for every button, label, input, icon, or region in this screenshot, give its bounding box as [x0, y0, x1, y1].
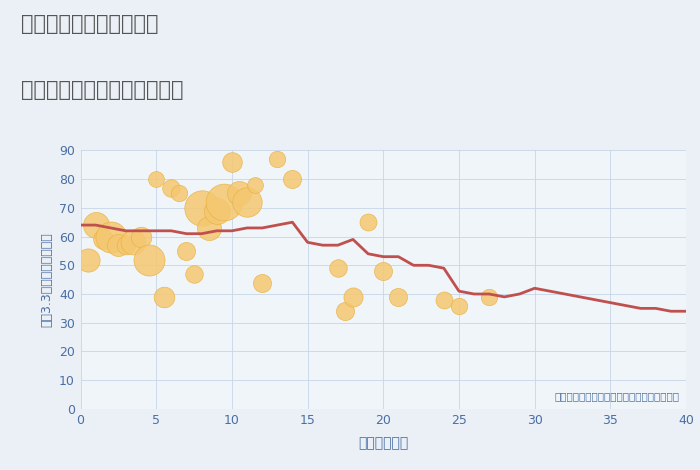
Point: [340, 307, 351, 315]
Point: [113, 242, 124, 249]
X-axis label: 築年数（年）: 築年数（年）: [358, 436, 408, 450]
Y-axis label: 坪（3.3㎡）単価（万円）: 坪（3.3㎡）単価（万円）: [41, 232, 53, 327]
Point: [196, 204, 207, 212]
Point: [90, 221, 101, 229]
Point: [97, 235, 108, 243]
Point: [347, 293, 358, 301]
Point: [218, 198, 230, 206]
Point: [226, 158, 237, 165]
Point: [166, 184, 177, 191]
Point: [378, 267, 389, 275]
Point: [454, 302, 465, 309]
Point: [287, 175, 298, 183]
Text: 円の大きさは、取引のあった物件面積を示す: 円の大きさは、取引のあった物件面積を示す: [555, 391, 680, 401]
Point: [158, 293, 169, 301]
Point: [143, 256, 154, 263]
Point: [211, 207, 223, 214]
Point: [484, 293, 495, 301]
Point: [204, 224, 215, 232]
Point: [256, 279, 267, 286]
Point: [83, 256, 94, 263]
Point: [181, 247, 192, 255]
Point: [438, 296, 449, 304]
Point: [234, 190, 245, 197]
Point: [120, 242, 132, 249]
Point: [363, 219, 374, 226]
Point: [150, 175, 162, 183]
Point: [128, 239, 139, 246]
Text: 三重県松阪市嬉野見永町: 三重県松阪市嬉野見永町: [21, 14, 158, 34]
Point: [174, 190, 185, 197]
Point: [241, 198, 253, 206]
Point: [188, 270, 199, 278]
Point: [332, 265, 344, 272]
Point: [249, 181, 260, 188]
Point: [393, 293, 404, 301]
Point: [272, 155, 283, 163]
Point: [105, 233, 116, 240]
Point: [136, 233, 147, 240]
Text: 築年数別中古マンション価格: 築年数別中古マンション価格: [21, 80, 183, 100]
